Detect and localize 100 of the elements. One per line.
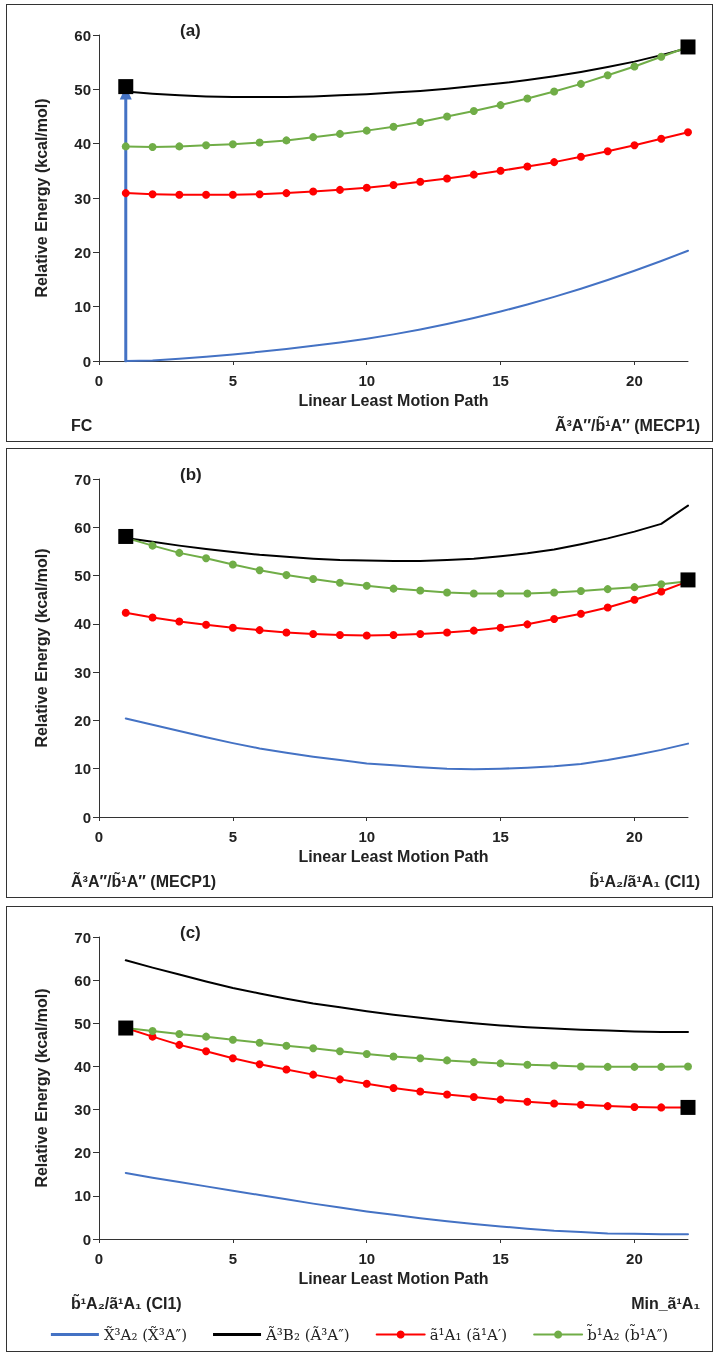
point [603, 585, 612, 594]
point [202, 141, 211, 150]
x-tick-label: 20 [626, 828, 643, 845]
point [550, 158, 559, 167]
x-tick-label: 0 [94, 372, 104, 389]
y-tick-label: 60 [74, 26, 91, 44]
point [603, 603, 612, 612]
y-tick-label: 40 [74, 615, 91, 633]
x-tick-label: 0 [94, 828, 104, 845]
x-tick-label: 5 [228, 1250, 238, 1267]
point [603, 1102, 612, 1111]
point [630, 1102, 639, 1111]
point [550, 1099, 559, 1108]
point [523, 1097, 532, 1106]
point [309, 133, 318, 142]
point [255, 1060, 264, 1069]
x-tick-label: 15 [492, 372, 509, 389]
point [684, 1062, 692, 1071]
point [496, 589, 505, 598]
point [228, 623, 237, 632]
point [684, 128, 692, 137]
point [496, 166, 505, 175]
y-tick-label: 30 [74, 1101, 91, 1119]
x-tick-label: 15 [492, 1250, 509, 1267]
point [148, 541, 157, 550]
y-tick-label: 70 [74, 928, 91, 946]
point [228, 1035, 237, 1044]
point [576, 1062, 585, 1071]
point [443, 628, 452, 637]
point [657, 134, 666, 143]
x-tick-label: 0 [94, 1250, 104, 1267]
point [416, 1054, 425, 1063]
point [335, 630, 344, 639]
point [335, 1047, 344, 1056]
point [121, 142, 130, 151]
point [469, 107, 478, 116]
point [228, 1054, 237, 1063]
point [469, 626, 478, 635]
point [576, 1100, 585, 1109]
point [523, 1060, 532, 1069]
point [523, 620, 532, 629]
point [148, 190, 157, 199]
point [335, 185, 344, 194]
chart-title: (b) [180, 465, 202, 484]
point [389, 1052, 398, 1061]
y-tick-label: 30 [74, 663, 91, 681]
point [389, 1084, 398, 1092]
point [148, 1027, 157, 1036]
point [309, 1044, 318, 1053]
point [680, 572, 696, 588]
y-tick-label: 60 [74, 518, 91, 536]
point [469, 1093, 478, 1102]
y-tick-label: 20 [74, 711, 91, 729]
point [523, 589, 532, 598]
x-tick-label: 10 [358, 1250, 376, 1267]
point [255, 1038, 264, 1047]
point [630, 583, 639, 592]
point [202, 554, 211, 563]
point [309, 1070, 318, 1079]
point [603, 147, 612, 156]
x-tick-label: 20 [626, 372, 643, 389]
point [550, 615, 559, 624]
point [657, 587, 666, 596]
y-tick-label: 40 [74, 135, 91, 153]
point [335, 129, 344, 138]
point [657, 52, 666, 61]
point [576, 152, 585, 161]
point [550, 1061, 559, 1070]
x-tick-label: 5 [228, 828, 238, 845]
text: Min_ã¹A₁ [631, 1294, 701, 1312]
y-axis-title: Relative Energy (kcal/mol) [32, 548, 50, 748]
point [657, 1062, 666, 1071]
x-axis-title: Linear Least Motion Path [298, 848, 489, 866]
line-series [124, 717, 689, 771]
point [309, 187, 318, 196]
y-axis-title: Relative Energy (kcal/mol) [32, 988, 50, 1188]
point [389, 180, 398, 189]
point [680, 1099, 696, 1115]
point [175, 548, 184, 557]
point [416, 117, 425, 126]
x-tick-label: 10 [358, 372, 376, 389]
point [255, 190, 264, 199]
point [148, 142, 157, 151]
point [175, 190, 184, 199]
point [416, 177, 425, 186]
point [175, 617, 184, 626]
point [362, 1049, 371, 1058]
x-axis-title: Linear Least Motion Path [298, 392, 489, 410]
point [362, 581, 371, 590]
point [416, 630, 425, 638]
point [175, 1030, 184, 1039]
point [121, 189, 130, 198]
y-tick-label: 0 [82, 352, 91, 370]
point [282, 571, 291, 580]
x-axis-title: Linear Least Motion Path [298, 1270, 489, 1288]
point [603, 1062, 612, 1071]
y-tick-label: 10 [74, 298, 91, 316]
point [228, 560, 237, 569]
point [630, 595, 639, 604]
point [118, 1020, 134, 1036]
